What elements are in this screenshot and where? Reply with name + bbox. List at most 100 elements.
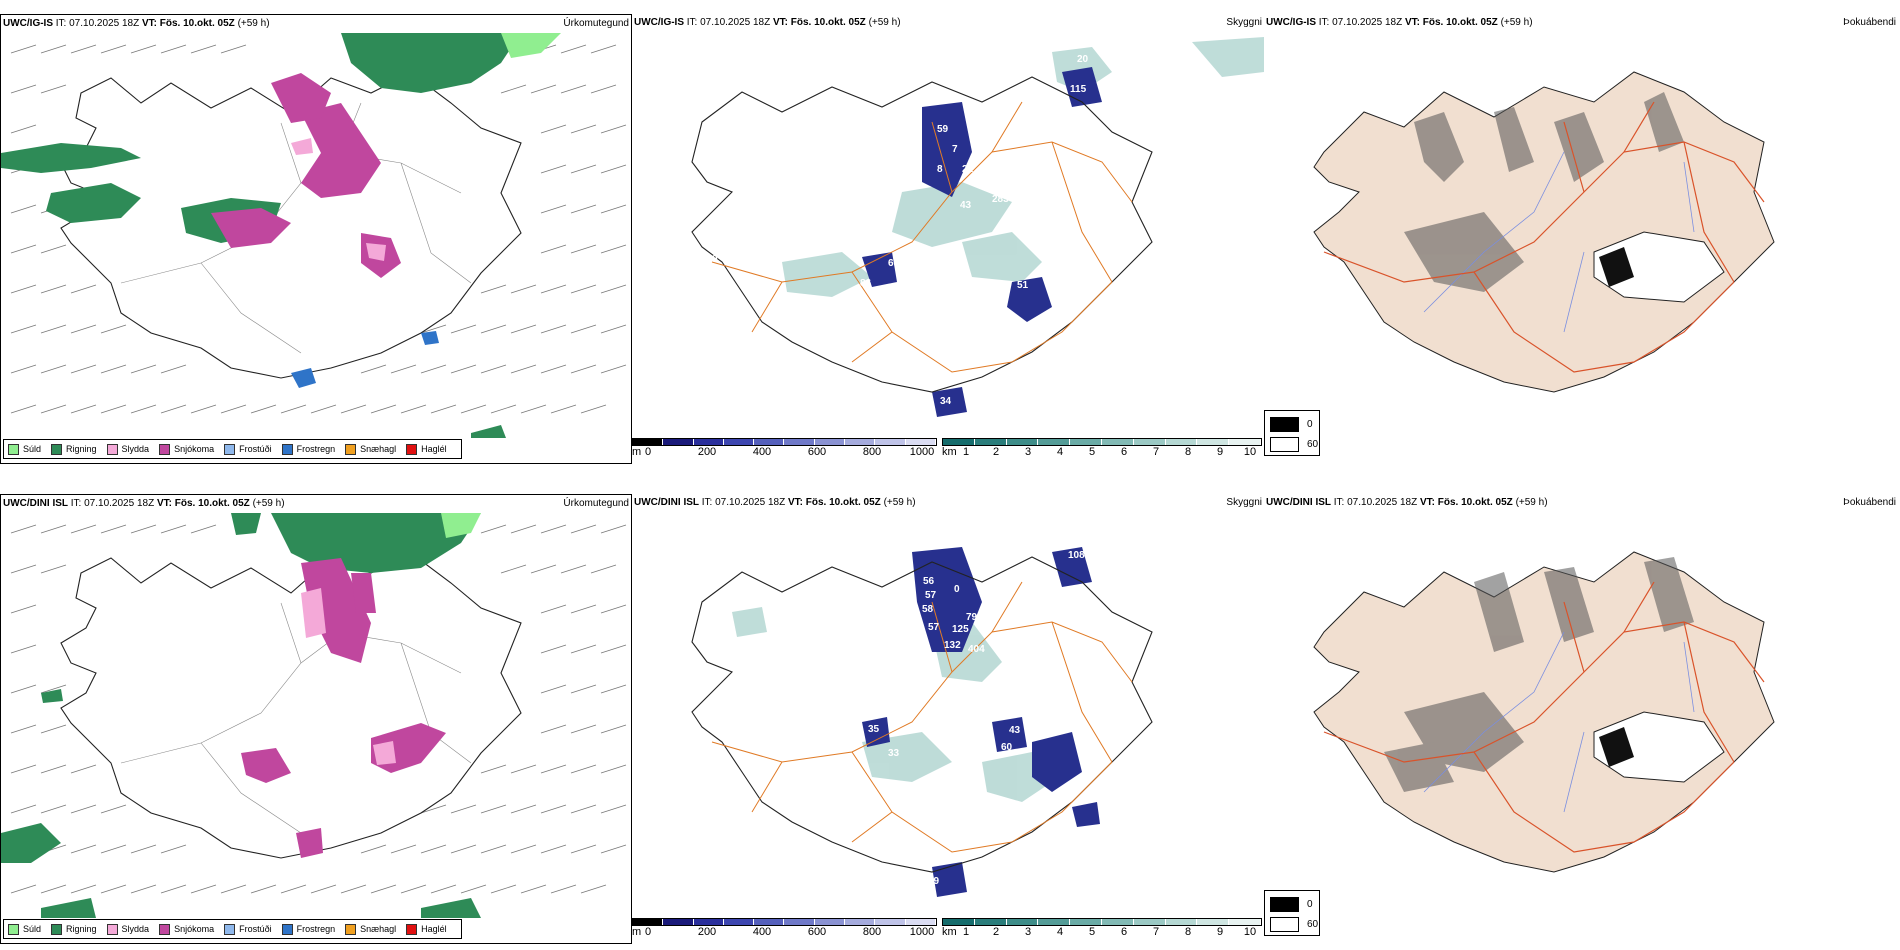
ceiling-tick: 400 (752, 446, 772, 458)
ceiling-labels: 108 2 6 56 57 0 23 58 79 57 125 132 404 … (868, 550, 1085, 887)
fog-legend-max: 60 (1270, 917, 1318, 932)
swatch (406, 923, 418, 935)
fog-legend: 0 60 (1264, 890, 1320, 936)
ceiling-tick: 800 (862, 446, 882, 458)
visibility-tick: 1 (962, 926, 970, 938)
visibility-colorbar: km 1 2 3 4 5 6 7 8 9 10 (942, 918, 1262, 944)
svg-text:56: 56 (890, 700, 902, 711)
legend-item: Frostúði (224, 923, 272, 935)
swatch (8, 923, 19, 935)
svg-text:56: 56 (923, 576, 935, 587)
panel-header: UWC/IG-IS IT: 07.10.2025 18Z VT: Fös. 10… (1266, 17, 1896, 28)
svg-text:23: 23 (1038, 578, 1050, 589)
visibility-unit: km (942, 446, 957, 458)
svg-text:132: 132 (944, 640, 961, 651)
coastline (691, 556, 1153, 873)
svg-text:69: 69 (888, 258, 900, 269)
roads (1323, 581, 1765, 853)
ceiling-tick: 1000 (909, 926, 935, 938)
svg-text:43: 43 (960, 200, 972, 211)
svg-text:404: 404 (968, 644, 985, 655)
fog-map (1313, 551, 1775, 873)
fog-legend: 0 60 (1264, 410, 1320, 456)
product-name: Þokuábendi (1843, 497, 1896, 508)
fog-shading (1384, 557, 1694, 792)
visibility-tick: 9 (1216, 926, 1224, 938)
low-ceiling-areas (862, 547, 1100, 897)
glacier (1593, 231, 1725, 303)
swatch (159, 443, 171, 455)
swatch (1270, 917, 1299, 932)
model-name: UWC/IG-IS (1266, 17, 1316, 28)
ceiling-labels: 20 115 63 10 59 7 8 21 75 33 283 43 26 6… (712, 54, 1106, 407)
svg-text:43: 43 (1009, 725, 1021, 736)
cloud-panel-1: UWC/IG-IS IT: 07.10.2025 18Z VT: Fös. 10… (632, 14, 1264, 464)
legend-item: Rigning (51, 443, 97, 455)
roads (120, 582, 472, 834)
precip-areas (1, 33, 561, 438)
visibility-tick: 2 (992, 446, 1000, 458)
svg-text:21: 21 (962, 164, 974, 175)
model-name: UWC/DINI ISL (3, 498, 68, 509)
fog-legend-min: 0 (1270, 417, 1313, 432)
visibility-unit: km (942, 926, 957, 938)
svg-text:33: 33 (994, 182, 1006, 193)
init-time: 07.10.2025 18Z (69, 18, 140, 29)
visibility-tick: 9 (1216, 446, 1224, 458)
svg-text:55: 55 (942, 704, 954, 715)
model-name: UWC/IG-IS (634, 17, 684, 28)
ceiling-unit: m (632, 926, 642, 938)
precip-type-legend: Súld Rigning Slydda Snjókoma Frostúði Fr… (3, 439, 462, 459)
svg-text:39: 39 (928, 876, 940, 887)
visibility-tick: 7 (1152, 446, 1160, 458)
swatch (345, 443, 357, 455)
legend-item: Snæhagl (345, 923, 396, 935)
ceiling-tick: 1000 (909, 446, 935, 458)
legend-item: Haglél (406, 923, 447, 935)
visibility-tick: 3 (1024, 926, 1032, 938)
legend-item: Frostregn (281, 923, 335, 935)
svg-text:33: 33 (888, 748, 900, 759)
visibility-tick: 7 (1152, 926, 1160, 938)
lead-time: (+59 h) (1515, 497, 1548, 508)
panel-header: UWC/DINI ISL IT: 07.10.2025 18Z VT: Fös.… (3, 498, 629, 509)
visibility-tick: 10 (1243, 926, 1257, 938)
visibility-tick: 2 (992, 926, 1000, 938)
coastline (691, 76, 1153, 393)
svg-text:57: 57 (928, 622, 940, 633)
svg-text:7: 7 (952, 144, 958, 155)
svg-text:58: 58 (922, 604, 934, 615)
visibility-tick: 1 (962, 446, 970, 458)
product-name: Úrkomutegund (563, 498, 629, 509)
ceiling-tick: 800 (862, 926, 882, 938)
panel-header: UWC/IG-IS IT: 07.10.2025 18Z VT: Fös. 10… (634, 17, 1262, 28)
lead-time: (+59 h) (883, 497, 916, 508)
visibility-bar (942, 918, 1262, 926)
valid-time: Fös. 10.okt. 05Z (790, 17, 866, 28)
svg-text:69: 69 (902, 322, 914, 333)
visibility-tick: 5 (1088, 926, 1096, 938)
roads (1323, 101, 1765, 373)
ceiling-tick: 600 (807, 446, 827, 458)
cloud-map: 108 2 6 56 57 0 23 58 79 57 125 132 404 … (691, 547, 1153, 897)
coastline (60, 552, 522, 859)
ceiling-tick: 200 (697, 926, 717, 938)
svg-text:9: 9 (712, 254, 718, 265)
legend-item: Haglél (406, 443, 447, 455)
svg-text:8: 8 (937, 164, 943, 175)
svg-text:57: 57 (925, 590, 937, 601)
svg-text:59: 59 (937, 124, 949, 135)
legend-item: Frostúði (224, 443, 272, 455)
svg-text:86: 86 (860, 278, 872, 289)
svg-text:34: 34 (940, 396, 952, 407)
svg-text:125: 125 (952, 624, 969, 635)
visibility-tick: 6 (1120, 446, 1128, 458)
svg-text:115: 115 (1070, 84, 1087, 95)
lead-time: (+59 h) (868, 17, 901, 28)
swatch (224, 923, 236, 935)
svg-text:26: 26 (757, 216, 769, 227)
lead-time: (+59 h) (252, 498, 285, 509)
model-name: UWC/IG-IS (3, 18, 53, 29)
low-ceiling-areas (862, 67, 1102, 417)
legend-item: Frostregn (281, 443, 335, 455)
